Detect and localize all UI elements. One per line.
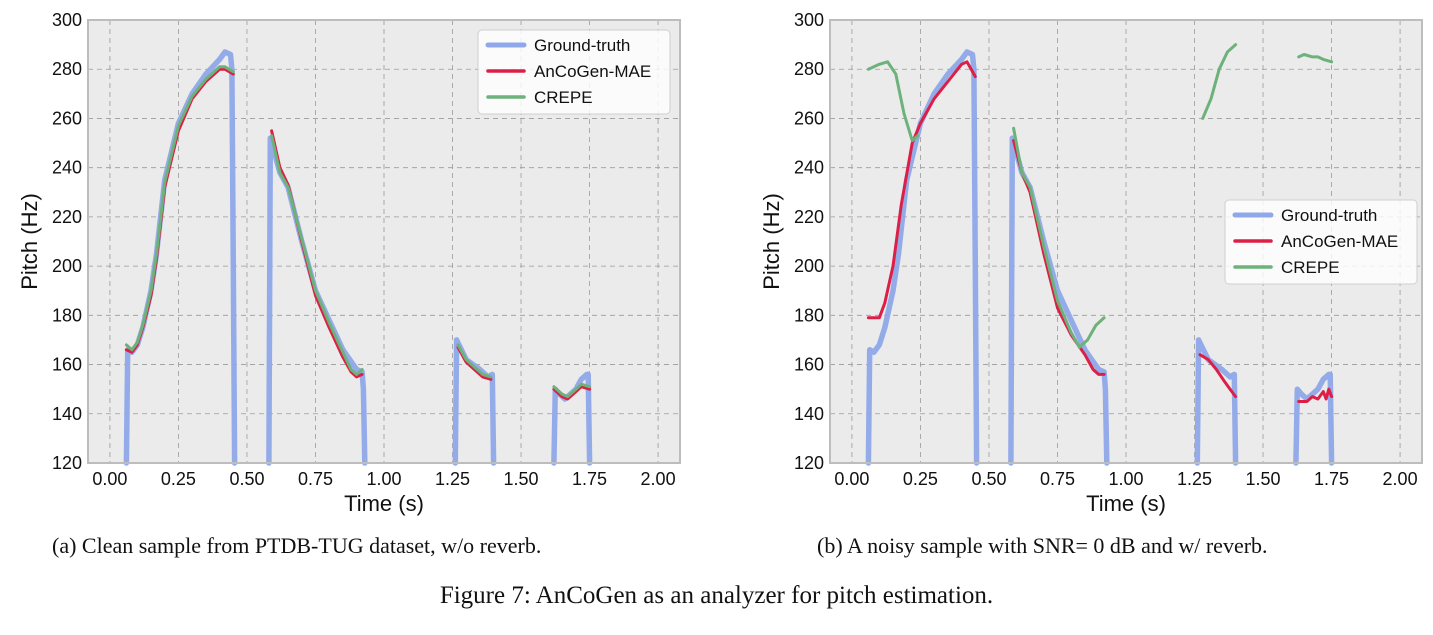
series-line-crepe <box>124 65 235 352</box>
y-tick-label: 280 <box>794 59 824 79</box>
figure-caption: Figure 7: AnCoGen as an analyzer for pit… <box>439 582 994 609</box>
series-line-ground-truth <box>1293 371 1335 466</box>
y-tick-label: 120 <box>794 453 824 473</box>
legend: Ground-truth AnCoGen-MAE CREPE <box>477 29 671 115</box>
legend: Ground-truth AnCoGen-MAE CREPE <box>1224 199 1418 285</box>
y-tick-label: 300 <box>52 10 82 30</box>
series-line-crepe <box>270 134 364 376</box>
x-tick-label: 0.00 <box>92 469 127 489</box>
y-tick-label: 200 <box>794 256 824 276</box>
series-line-crepe <box>1012 126 1106 349</box>
series-line-ancogen-mae <box>270 129 364 379</box>
x-tick-label: 1.75 <box>1314 469 1349 489</box>
legend-label: Ground-truth <box>534 36 630 55</box>
x-tick-label: 1.50 <box>504 469 539 489</box>
series-line-crepe <box>456 343 493 379</box>
series-line-ancogen-mae <box>1198 353 1238 399</box>
series-line-crepe <box>552 382 592 399</box>
y-tick-label: 180 <box>794 305 824 325</box>
y-tick-label: 240 <box>794 158 824 178</box>
x-tick-label: 1.25 <box>1177 469 1212 489</box>
chart-panel-b: 0.00 0.25 0.50 0.75 1.00 1.25 1.50 1.75 2.00 120 1… <box>742 0 1432 530</box>
legend-label: Ground-truth <box>1281 206 1377 225</box>
series-line-ground-truth <box>452 337 497 466</box>
x-axis-label: Time (s) <box>344 491 424 516</box>
series-line-ground-truth <box>1194 337 1239 466</box>
x-tick-label: 0.25 <box>903 469 938 489</box>
legend-label: CREPE <box>1281 258 1340 277</box>
legend-label: CREPE <box>534 88 593 107</box>
y-tick-label: 240 <box>52 158 82 178</box>
chart-panel-a: 0.00 0.25 0.50 0.75 1.00 1.25 1.50 1.75 2.00 120 1… <box>0 0 690 530</box>
series-line-crepe <box>1201 43 1238 120</box>
x-tick-label: 0.75 <box>1040 469 1075 489</box>
panel-b-caption: (b) A noisy sample with SNR= 0 dB and w/… <box>817 533 1268 558</box>
series-line-ancogen-mae <box>1297 387 1334 403</box>
x-tick-label: 1.00 <box>1108 469 1143 489</box>
series-line-crepe <box>1297 53 1334 64</box>
x-tick-label: 0.00 <box>834 469 869 489</box>
series-line-ancogen-mae <box>552 385 592 401</box>
x-axis-label: Time (s) <box>1086 491 1166 516</box>
y-axis-label: Pitch (Hz) <box>759 193 784 290</box>
y-tick-label: 220 <box>794 207 824 227</box>
y-tick-label: 140 <box>52 404 82 424</box>
y-axis-label: Pitch (Hz) <box>17 193 42 290</box>
series-group <box>865 43 1335 466</box>
series-line-crepe <box>866 60 920 143</box>
x-tick-label: 0.50 <box>229 469 264 489</box>
y-tick-label: 160 <box>794 355 824 375</box>
y-tick-label: 180 <box>52 305 82 325</box>
plot-frame <box>87 19 681 464</box>
y-tick-label: 260 <box>52 108 82 128</box>
legend-label: AnCoGen-MAE <box>1281 232 1398 251</box>
x-tick-label: 1.50 <box>1246 469 1281 489</box>
legend-label: AnCoGen-MAE <box>534 62 651 81</box>
y-tick-label: 300 <box>794 10 824 30</box>
y-tick-label: 260 <box>794 108 824 128</box>
plot-frame <box>829 19 1423 464</box>
legend-box <box>477 29 671 115</box>
x-tick-label: 2.00 <box>641 469 676 489</box>
y-tick-label: 280 <box>52 59 82 79</box>
x-tick-label: 2.00 <box>1383 469 1418 489</box>
chart-a-svg: 0.00 0.25 0.50 0.75 1.00 1.25 1.50 1.75 2.00 120 1… <box>17 10 681 516</box>
x-tick-label: 0.50 <box>971 469 1006 489</box>
chart-b-svg: 0.00 0.25 0.50 0.75 1.00 1.25 1.50 1.75 2.00 120 1… <box>759 10 1423 516</box>
panel-a-caption: (a) Clean sample from PTDB-TUG dataset, … <box>52 533 542 558</box>
x-tick-label: 0.75 <box>298 469 333 489</box>
x-tick-label: 1.75 <box>572 469 607 489</box>
x-tick-label: 1.25 <box>435 469 470 489</box>
y-tick-label: 140 <box>794 404 824 424</box>
series-group <box>123 49 593 466</box>
y-tick-label: 200 <box>52 256 82 276</box>
series-line-ancogen-mae <box>866 60 977 320</box>
y-tick-label: 160 <box>52 355 82 375</box>
x-tick-label: 0.25 <box>161 469 196 489</box>
x-tick-label: 1.00 <box>366 469 401 489</box>
y-tick-label: 220 <box>52 207 82 227</box>
legend-box <box>1224 199 1418 285</box>
y-tick-label: 120 <box>52 453 82 473</box>
